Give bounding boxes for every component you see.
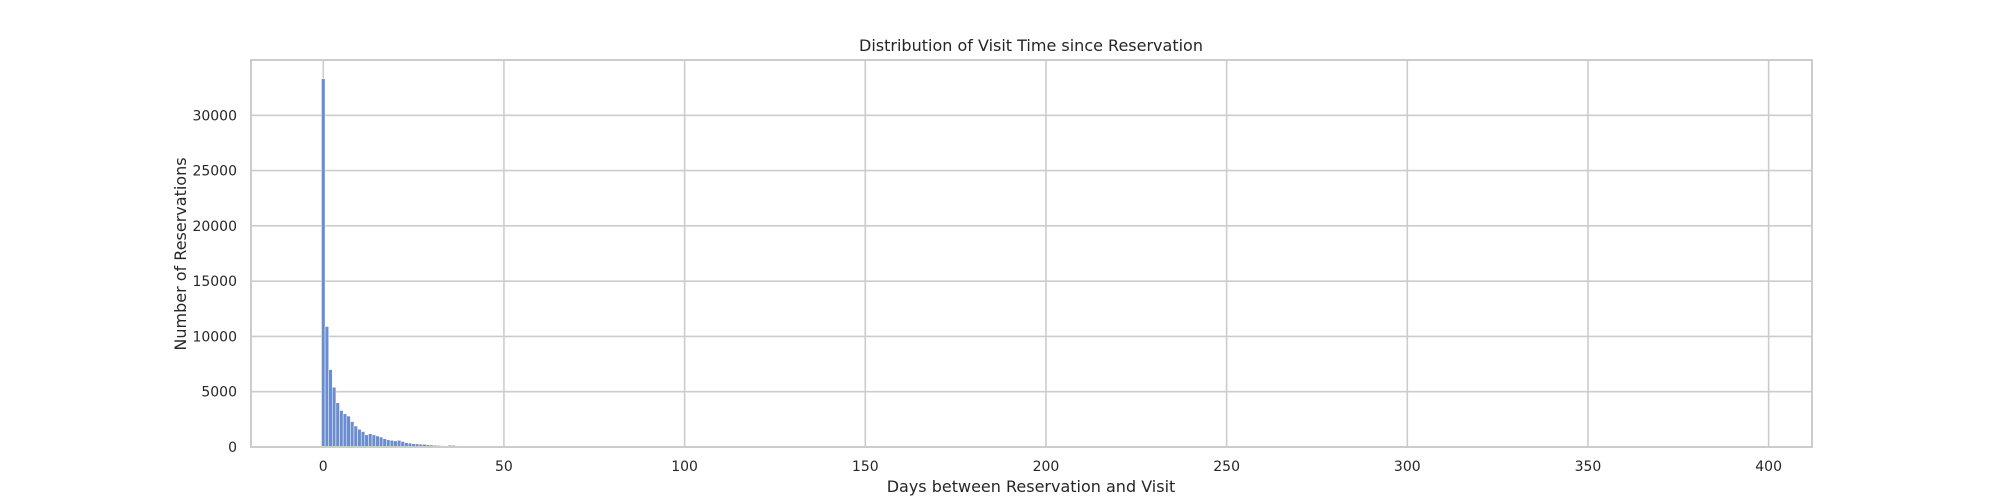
histogram-bar bbox=[332, 387, 337, 448]
histogram-bar bbox=[328, 369, 333, 448]
histogram-bar bbox=[321, 78, 326, 448]
x-tick-label: 300 bbox=[1394, 459, 1421, 475]
y-tick-label: 20000 bbox=[192, 219, 237, 235]
histogram-bar bbox=[324, 326, 329, 448]
histogram-bar bbox=[364, 434, 369, 448]
histogram-bar bbox=[379, 436, 384, 448]
histogram-bar bbox=[350, 421, 355, 448]
histogram-bar bbox=[386, 439, 391, 448]
histogram-bar bbox=[382, 438, 387, 448]
histogram-bar bbox=[360, 431, 366, 448]
histogram-bar bbox=[353, 425, 358, 448]
y-tick-label: 0 bbox=[228, 440, 237, 456]
x-tick-label: 0 bbox=[319, 459, 328, 475]
y-tick-label: 10000 bbox=[192, 329, 237, 345]
grid-layer bbox=[251, 60, 1812, 448]
y-tick-label: 30000 bbox=[192, 108, 237, 124]
histogram-bar bbox=[335, 402, 340, 448]
ticks-layer: 0 50 100 150 200 250 300 350 400 0 5000 10000 15000 2… bbox=[192, 108, 1782, 475]
histogram-bar bbox=[339, 410, 344, 448]
plot-frame bbox=[250, 59, 1813, 448]
y-tick-label: 15000 bbox=[192, 274, 237, 290]
x-tick-label: 100 bbox=[671, 459, 698, 475]
y-tick-label: 5000 bbox=[201, 385, 237, 401]
y-axis-label: Number of Reservations bbox=[171, 157, 190, 350]
chart-title: Distribution of Visit Time since Reserva… bbox=[859, 36, 1203, 55]
x-tick-label: 350 bbox=[1575, 459, 1602, 475]
histogram-bar bbox=[357, 429, 362, 448]
histogram-bar bbox=[368, 433, 373, 448]
x-axis-label: Days between Reservation and Visit bbox=[887, 477, 1176, 496]
histogram-bar bbox=[371, 434, 376, 448]
x-tick-label: 250 bbox=[1213, 459, 1240, 475]
x-tick-label: 50 bbox=[495, 459, 513, 475]
x-tick-label: 150 bbox=[852, 459, 879, 475]
x-tick-label: 200 bbox=[1033, 459, 1060, 475]
histogram-bar bbox=[346, 415, 351, 448]
histogram-bar bbox=[375, 435, 380, 448]
x-tick-label: 400 bbox=[1755, 459, 1782, 475]
histogram-bar bbox=[342, 413, 348, 448]
y-tick-label: 25000 bbox=[192, 164, 237, 180]
